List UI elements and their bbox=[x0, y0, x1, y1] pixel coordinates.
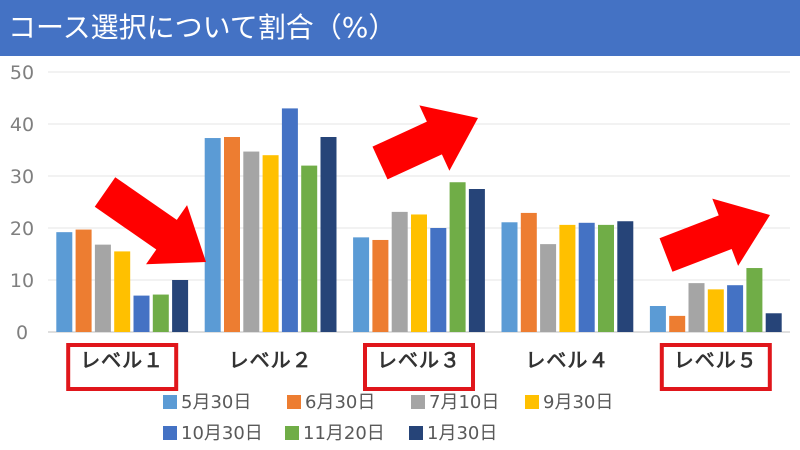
bar bbox=[372, 239, 389, 332]
bar bbox=[281, 108, 298, 333]
trend-arrow bbox=[94, 177, 206, 265]
bar bbox=[75, 229, 92, 332]
bar bbox=[391, 211, 408, 332]
category-labels: レベル１ レベル２ レベル３ レベル４ レベル５ bbox=[80, 348, 758, 372]
bar bbox=[501, 222, 518, 332]
y-tick-label: 40 bbox=[10, 114, 34, 136]
bar bbox=[224, 137, 240, 332]
bar bbox=[152, 294, 169, 332]
trend-arrow bbox=[659, 198, 770, 272]
bar bbox=[56, 232, 73, 332]
y-tick-label: 0 bbox=[16, 322, 28, 344]
legend-label: 5月30日 bbox=[181, 392, 251, 413]
bar bbox=[617, 221, 634, 332]
bar bbox=[765, 313, 782, 332]
bar bbox=[746, 268, 763, 332]
bar bbox=[578, 222, 595, 332]
bar bbox=[520, 212, 537, 332]
bar bbox=[411, 214, 427, 332]
y-tick-label: 30 bbox=[10, 166, 34, 188]
bar bbox=[540, 244, 557, 332]
chart-title: コース選択について割合（%） bbox=[8, 11, 397, 44]
legend-swatch bbox=[287, 395, 301, 409]
legend-swatch bbox=[163, 426, 177, 440]
bar bbox=[262, 155, 279, 332]
legend-swatch bbox=[411, 395, 425, 409]
title-bar: コース選択について割合（%） bbox=[0, 0, 800, 56]
y-tick-label: 20 bbox=[10, 218, 34, 240]
bar bbox=[301, 165, 318, 332]
legend: 5月30日 6月30日 7月10日 9月30日 10月30日 11月20日 1月30日 bbox=[163, 392, 613, 444]
bar bbox=[172, 280, 189, 332]
bar bbox=[449, 182, 466, 332]
highlight-box bbox=[66, 343, 179, 391]
bar bbox=[468, 189, 485, 332]
highlight-boxes bbox=[66, 343, 772, 391]
legend-swatch bbox=[285, 426, 299, 440]
bar bbox=[94, 244, 111, 332]
legend-label: 7月10日 bbox=[429, 392, 499, 413]
bar bbox=[727, 285, 744, 332]
trend-arrows bbox=[94, 105, 770, 272]
bar bbox=[353, 237, 370, 332]
bar bbox=[559, 224, 576, 332]
legend-label: 9月30日 bbox=[543, 392, 613, 413]
bar bbox=[598, 224, 614, 332]
highlight-box bbox=[363, 343, 475, 391]
bar bbox=[114, 251, 131, 332]
y-tick-label: 50 bbox=[10, 62, 34, 84]
bar bbox=[204, 138, 221, 332]
bar bbox=[133, 295, 150, 332]
legend-swatch bbox=[525, 395, 539, 409]
legend-swatch bbox=[163, 395, 177, 409]
bar bbox=[243, 151, 260, 332]
y-axis-ticks: 0 10 20 30 40 50 bbox=[10, 62, 34, 344]
legend-label: 1月30日 bbox=[427, 423, 497, 444]
bar bbox=[430, 228, 447, 332]
bar bbox=[688, 283, 705, 332]
category-label: レベル２ bbox=[229, 348, 313, 372]
trend-arrow bbox=[372, 105, 478, 180]
bars bbox=[56, 108, 782, 333]
category-label: レベル４ bbox=[525, 348, 609, 372]
category-label: レベル５ bbox=[674, 348, 758, 372]
bar bbox=[320, 137, 337, 332]
legend-label: 6月30日 bbox=[305, 392, 375, 413]
category-label: レベル３ bbox=[377, 348, 461, 372]
bar bbox=[649, 306, 666, 332]
highlight-box bbox=[659, 343, 772, 391]
legend-label: 11月20日 bbox=[303, 423, 385, 444]
legend-swatch bbox=[409, 426, 423, 440]
y-tick-label: 10 bbox=[10, 270, 34, 292]
bar bbox=[707, 289, 724, 332]
category-label: レベル１ bbox=[80, 348, 164, 372]
bar bbox=[669, 315, 686, 332]
legend-label: 10月30日 bbox=[181, 423, 263, 444]
